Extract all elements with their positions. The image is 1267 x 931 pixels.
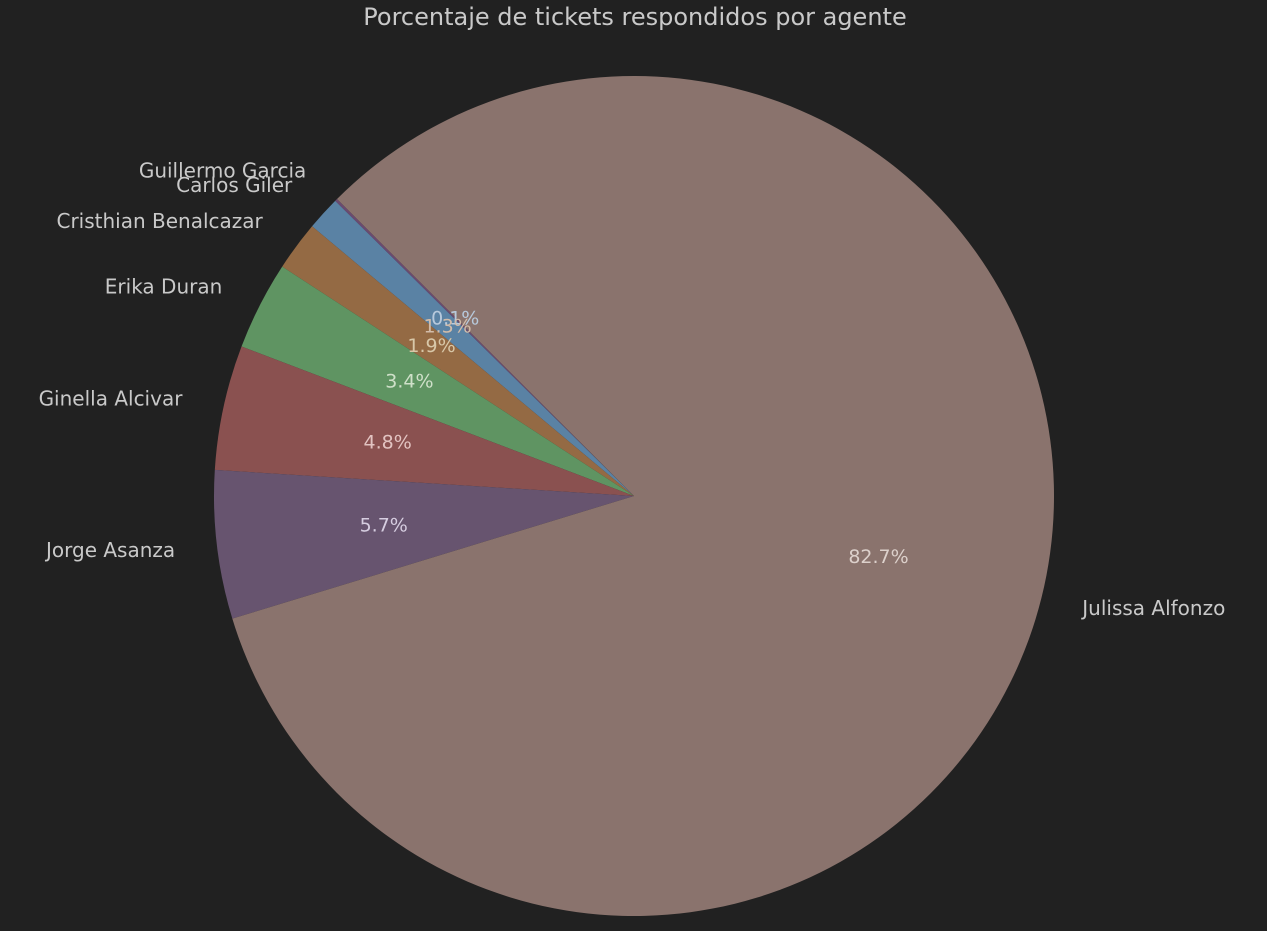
chart-title: Porcentaje de tickets respondidos por ag…	[363, 3, 906, 31]
pie-slice-erika-duran	[241, 266, 634, 496]
slice-label-ginella-alcivar: Ginella Alcivar	[39, 386, 184, 410]
slice-label-jorge-asanza: Jorge Asanza	[44, 538, 175, 562]
pie-slice-carlos-giler	[312, 200, 634, 496]
slice-label-erika-duran: Erika Duran	[105, 274, 223, 298]
slice-label-cristhian-benalcazar: Cristhian Benalcazar	[56, 209, 263, 233]
pie-slice-cristhian-benalcazar	[282, 226, 634, 496]
pie-slices	[214, 76, 1054, 917]
slice-label-carlos-giler: Carlos Giler	[176, 173, 293, 197]
percentage-labels: 0.1%1.3%1.9% 3.4% 4.8% 5.7% 82.7%	[360, 307, 909, 568]
pct-label-julissa-alfonzo: 82.7%	[848, 546, 908, 568]
pct-label-ginella-alcivar: 4.8%	[364, 432, 412, 454]
slice-label-guillermo-garcia: Guillermo Garcia	[139, 158, 306, 182]
pie-slice-ginella-alcivar	[214, 346, 634, 496]
slice-label-julissa-alfonzo: Julissa Alfonzo	[1080, 596, 1225, 620]
pie-slice-julissa-alfonzo	[232, 76, 1054, 917]
pct-label-cristhian-benalcazar: 1.9%	[407, 335, 455, 357]
pct-label-guillermo-garcia: 0.1%	[431, 307, 479, 329]
pct-label-carlos-giler: 1.3%	[423, 315, 471, 337]
pct-label-erika-duran: 3.4%	[385, 371, 433, 393]
pie-slice-jorge-asanza	[214, 469, 635, 619]
pie-slice-guillermo-garcia	[335, 199, 634, 497]
pct-label-jorge-asanza: 5.7%	[360, 514, 408, 536]
